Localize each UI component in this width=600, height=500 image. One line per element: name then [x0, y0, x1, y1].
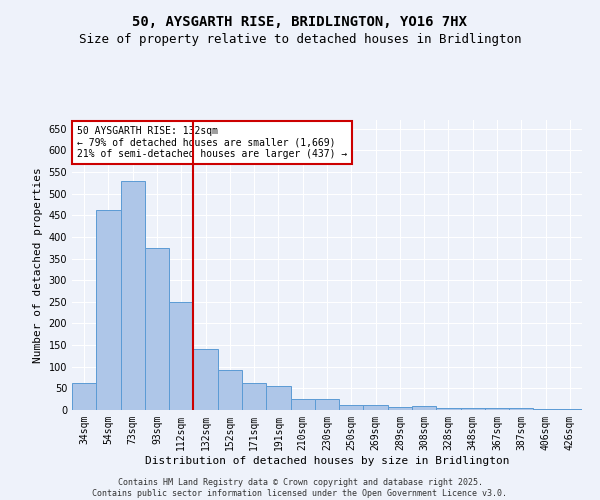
Text: 50, AYSGARTH RISE, BRIDLINGTON, YO16 7HX: 50, AYSGARTH RISE, BRIDLINGTON, YO16 7HX: [133, 15, 467, 29]
Bar: [242, 382, 266, 410]
Text: Size of property relative to detached houses in Bridlington: Size of property relative to detached ho…: [79, 32, 521, 46]
Bar: [436, 408, 461, 410]
Bar: [461, 408, 485, 410]
Bar: [485, 408, 509, 410]
Text: Contains HM Land Registry data © Crown copyright and database right 2025.
Contai: Contains HM Land Registry data © Crown c…: [92, 478, 508, 498]
Bar: [121, 180, 145, 410]
Bar: [266, 386, 290, 410]
Bar: [96, 210, 121, 410]
Bar: [290, 398, 315, 410]
Bar: [315, 398, 339, 410]
Bar: [533, 408, 558, 410]
Bar: [72, 383, 96, 410]
Bar: [193, 350, 218, 410]
Bar: [169, 302, 193, 410]
Bar: [145, 248, 169, 410]
Bar: [509, 408, 533, 410]
X-axis label: Distribution of detached houses by size in Bridlington: Distribution of detached houses by size …: [145, 456, 509, 466]
Bar: [388, 407, 412, 410]
Text: 50 AYSGARTH RISE: 132sqm
← 79% of detached houses are smaller (1,669)
21% of sem: 50 AYSGARTH RISE: 132sqm ← 79% of detach…: [77, 126, 347, 159]
Bar: [218, 370, 242, 410]
Bar: [339, 405, 364, 410]
Bar: [364, 405, 388, 410]
Y-axis label: Number of detached properties: Number of detached properties: [33, 167, 43, 363]
Bar: [558, 409, 582, 410]
Bar: [412, 406, 436, 410]
